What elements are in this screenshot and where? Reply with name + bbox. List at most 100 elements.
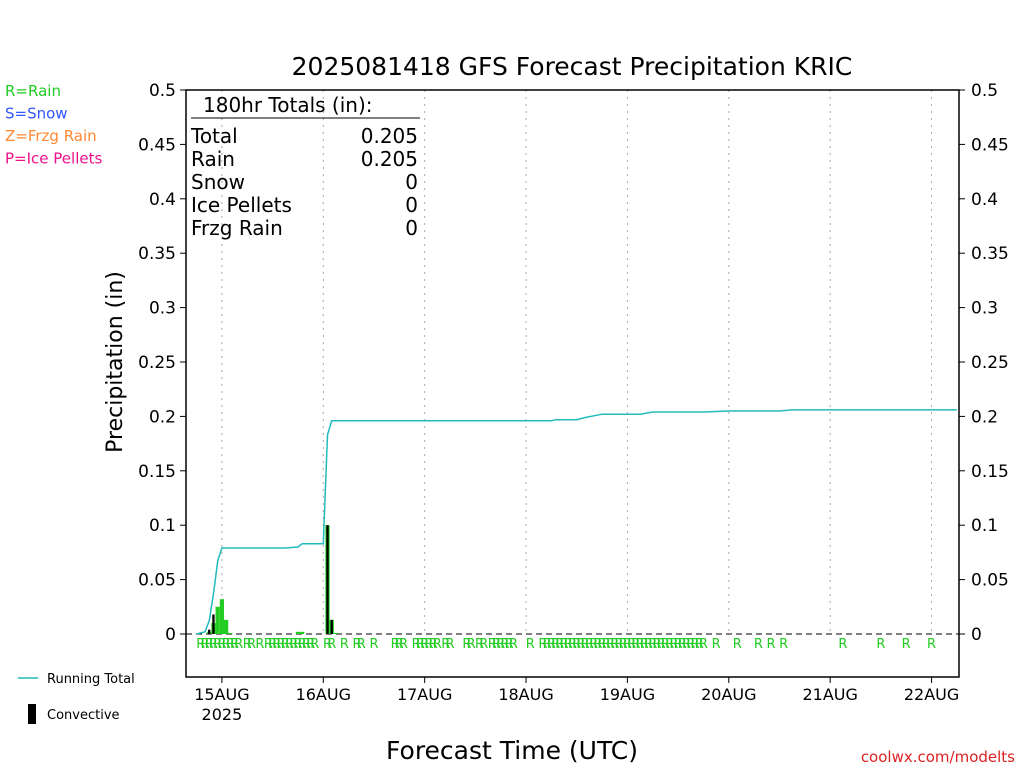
ptype-marker: R [445, 637, 454, 652]
ptype-marker: R [610, 637, 619, 652]
ptype-marker: R [277, 637, 286, 652]
totals-label: Rain [191, 147, 235, 171]
x-tick-label: 17AUG [397, 685, 452, 704]
ptype-marker: R [699, 637, 708, 652]
ptype-marker: R [665, 637, 674, 652]
ptype-marker: R [754, 637, 763, 652]
credit-text: coolwx.com/modelts [861, 748, 1015, 766]
y-tick-label-left: 0 [165, 625, 176, 645]
ptype-marker: R [712, 637, 721, 652]
ptype-marker: R [420, 637, 429, 652]
ptype-marker: R [281, 637, 290, 652]
ptype-marker: R [509, 637, 518, 652]
ptype-legend: R=Rain S=Snow Z=Frzg Rain P=Ice Pellets [5, 82, 102, 168]
legend-label: Running Total [47, 672, 135, 687]
ptype-marker: R [205, 637, 214, 652]
ptype-marker: R [369, 637, 378, 652]
y-tick-label-right: 0.1 [971, 516, 998, 536]
precip-bar [295, 631, 301, 634]
ptype-marker: R [661, 637, 670, 652]
totals-value: 0 [405, 193, 418, 217]
ptype-marker: R [686, 637, 695, 652]
y-tick-label-left: 0.25 [138, 353, 176, 373]
ptype-marker: R [353, 637, 362, 652]
ptype-marker: R [209, 637, 218, 652]
ptype-marker: R [399, 637, 408, 652]
totals-label: Ice Pellets [191, 193, 292, 217]
ptype-marker: R [293, 637, 302, 652]
precip-bar [300, 631, 305, 634]
ptype-marker: R [475, 637, 484, 652]
x-tick-year: 2025 [202, 705, 243, 724]
ptype-legend-item: P=Ice Pellets [5, 150, 102, 168]
running-total-line [196, 409, 957, 635]
totals-value: 0.205 [361, 124, 418, 148]
convective-bar [326, 525, 329, 634]
ptype-marker: R [640, 637, 649, 652]
ptype-marker: R [779, 637, 788, 652]
y-tick-label-right: 0.4 [971, 190, 998, 210]
y-tick-label-left: 0.4 [149, 190, 176, 210]
ptype-marker: R [234, 637, 243, 652]
y-tick-label-right: 0.2 [971, 407, 998, 427]
ptype-marker: R [424, 637, 433, 652]
totals-value: 0 [405, 170, 418, 194]
ptype-marker: R [644, 637, 653, 652]
series-legend: Running Total Convective [18, 672, 135, 724]
totals-label: Total [190, 124, 238, 148]
totals-label: Frzg Rain [191, 216, 283, 240]
ptype-marker: R [627, 637, 636, 652]
ptype-marker: R [492, 637, 501, 652]
precip-bars [207, 525, 339, 634]
y-axis-label: Precipitation (in) [103, 271, 128, 453]
y-tick-label-right: 0.45 [971, 135, 1009, 155]
ptype-marker: R [272, 637, 281, 652]
ptype-marker: R [500, 637, 509, 652]
totals-label: Snow [191, 170, 245, 194]
ptype-marker: R [589, 637, 598, 652]
ptype-marker: R [226, 637, 235, 652]
precip-bar [228, 632, 233, 634]
totals-value: 0.205 [361, 147, 418, 171]
convective-bar [208, 629, 211, 634]
ptype-marker: R [247, 637, 256, 652]
convective-bars [208, 525, 333, 634]
y-tick-label-right: 0.25 [971, 353, 1009, 373]
ptype-marker: R [614, 637, 623, 652]
ptype-marker: R [327, 637, 336, 652]
ptype-legend-item: S=Snow [5, 105, 68, 123]
ptype-marker: R [648, 637, 657, 652]
ptype-marker: R [581, 637, 590, 652]
ptype-marker: R [479, 637, 488, 652]
ptype-marker: R [767, 637, 776, 652]
ptype-marker: R [585, 637, 594, 652]
ptype-marker: R [310, 637, 319, 652]
ptype-marker: R [264, 637, 273, 652]
y-tick-label-right: 0.15 [971, 462, 1009, 482]
ptype-marker: R [876, 637, 885, 652]
y-tick-label-left: 0.3 [149, 299, 176, 319]
ptype-marker: R [255, 637, 264, 652]
y-tick-label-right: 0 [971, 625, 982, 645]
x-axis-label: Forecast Time (UTC) [386, 736, 638, 765]
ptype-marker: R [268, 637, 277, 652]
ptype-marker: R [323, 637, 332, 652]
ptype-marker: R [395, 637, 404, 652]
ptype-marker: R [289, 637, 298, 652]
ptype-marker: R [631, 637, 640, 652]
ptype-marker: R [564, 637, 573, 652]
ptype-marker: R [669, 637, 678, 652]
totals-rows: Total 0.205 Rain 0.205 Snow 0 Ice Pellets 0 Frzg… [190, 124, 418, 240]
ptype-marker: R [488, 637, 497, 652]
y-tick-label-right: 0.35 [971, 244, 1009, 264]
y-tick-label-right: 0.3 [971, 299, 998, 319]
ptype-marker: R [505, 637, 514, 652]
x-tick-label: 19AUG [600, 685, 655, 704]
ptype-marker: R [462, 637, 471, 652]
ptype-marker: R [602, 637, 611, 652]
ptype-marker: R [682, 637, 691, 652]
ptype-marker: R [902, 637, 911, 652]
ptype-marker: R [593, 637, 602, 652]
ptype-marker: R [416, 637, 425, 652]
